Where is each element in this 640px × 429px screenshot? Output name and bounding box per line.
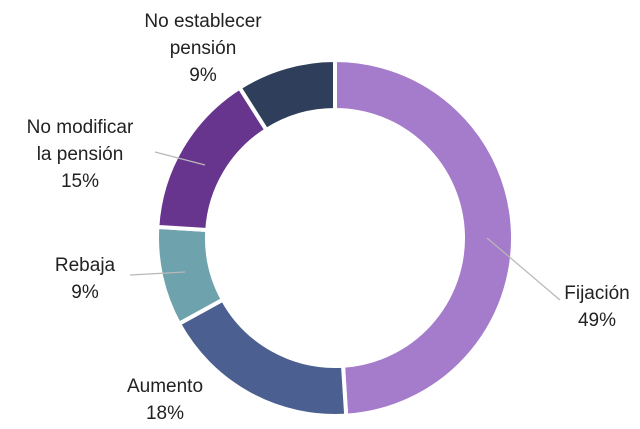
- category-label: Rebaja: [54, 255, 116, 276]
- donut-slice: [333, 57, 515, 418]
- slice-label: No establecer pensión 9%: [138, 8, 268, 89]
- category-label: No modificar la pensión: [26, 117, 134, 165]
- value-label: 9%: [71, 282, 99, 303]
- value-label: 9%: [189, 65, 217, 86]
- slice-label: Rebaja 9%: [35, 252, 135, 306]
- category-label: Aumento: [126, 376, 204, 397]
- donut-slice: [155, 84, 270, 233]
- leader-line: [154, 151, 206, 166]
- value-label: 15%: [60, 171, 100, 192]
- slice-label: Aumento 18%: [105, 373, 225, 427]
- slice-label: Fijación 49%: [552, 280, 640, 334]
- value-label: 49%: [577, 310, 617, 331]
- leader-line: [486, 237, 561, 301]
- leader-line: [129, 271, 186, 276]
- category-label: Fijación: [564, 283, 630, 304]
- donut-slice: [236, 57, 337, 133]
- category-label: No establecer pensión: [144, 11, 262, 59]
- value-label: 18%: [145, 403, 185, 424]
- slice-label: No modificar la pensión 15%: [23, 114, 138, 195]
